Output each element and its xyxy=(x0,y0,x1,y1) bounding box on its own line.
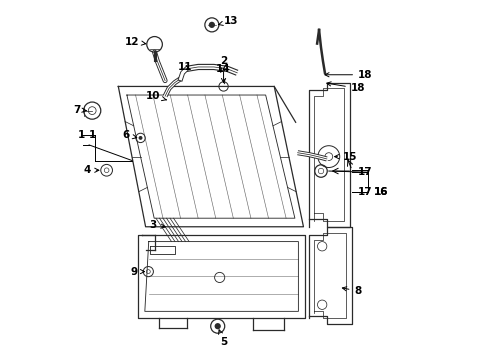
Circle shape xyxy=(215,323,221,329)
Text: 13: 13 xyxy=(219,16,239,26)
Text: 2: 2 xyxy=(220,56,227,82)
Text: 11: 11 xyxy=(177,62,192,72)
Text: 9: 9 xyxy=(130,267,145,276)
Text: 7: 7 xyxy=(74,105,87,115)
Text: 5: 5 xyxy=(219,330,227,347)
Text: 17: 17 xyxy=(358,167,373,177)
Text: 18: 18 xyxy=(327,82,365,93)
Text: 17: 17 xyxy=(358,187,373,197)
Text: 16: 16 xyxy=(374,187,388,197)
Text: 6: 6 xyxy=(122,130,137,140)
Text: 14: 14 xyxy=(216,64,231,74)
Text: 12: 12 xyxy=(125,37,146,47)
Circle shape xyxy=(139,136,143,140)
Text: 15: 15 xyxy=(335,152,358,162)
Text: 18: 18 xyxy=(325,70,372,80)
Circle shape xyxy=(209,22,215,28)
Text: 10: 10 xyxy=(146,91,166,101)
Text: 16: 16 xyxy=(374,187,388,197)
Text: 1: 1 xyxy=(89,130,97,140)
Text: 3: 3 xyxy=(150,220,165,230)
Text: 4: 4 xyxy=(83,165,99,175)
Text: 8: 8 xyxy=(343,286,362,296)
Text: 1: 1 xyxy=(77,130,85,140)
